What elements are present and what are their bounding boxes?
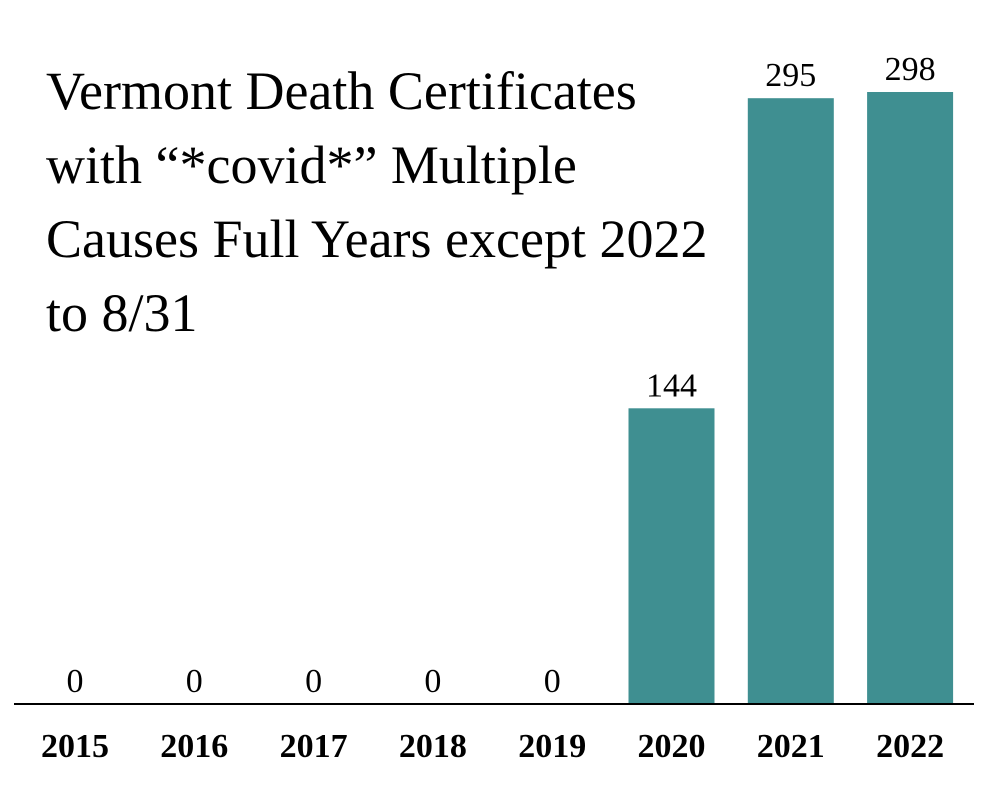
value-label-2016: 0 <box>186 663 203 700</box>
value-label-2020: 144 <box>646 367 697 404</box>
category-label-2019: 2019 <box>518 728 586 765</box>
bar-2021 <box>747 98 834 704</box>
value-label-2015: 0 <box>67 663 84 700</box>
value-label-2021: 295 <box>765 57 816 94</box>
value-labels-group: 0 0 0 0 0 144 295 298 <box>67 51 936 700</box>
category-label-2018: 2018 <box>399 728 467 765</box>
category-labels-group: 2015 2016 2017 2018 2019 2020 2021 2022 <box>41 728 944 765</box>
value-label-2018: 0 <box>424 663 441 700</box>
bar-2022 <box>867 92 954 704</box>
value-label-2022: 298 <box>885 51 936 88</box>
category-label-2017: 2017 <box>280 728 348 765</box>
bar-2020 <box>628 408 715 704</box>
category-label-2015: 2015 <box>41 728 109 765</box>
category-label-2022: 2022 <box>876 728 944 765</box>
category-label-2020: 2020 <box>638 728 706 765</box>
category-label-2021: 2021 <box>757 728 825 765</box>
chart-title: Vermont Death Certificates with “*covid*… <box>46 61 708 343</box>
value-label-2017: 0 <box>305 663 322 700</box>
value-label-2019: 0 <box>544 663 561 700</box>
bars-group <box>628 92 954 704</box>
category-label-2016: 2016 <box>160 728 228 765</box>
